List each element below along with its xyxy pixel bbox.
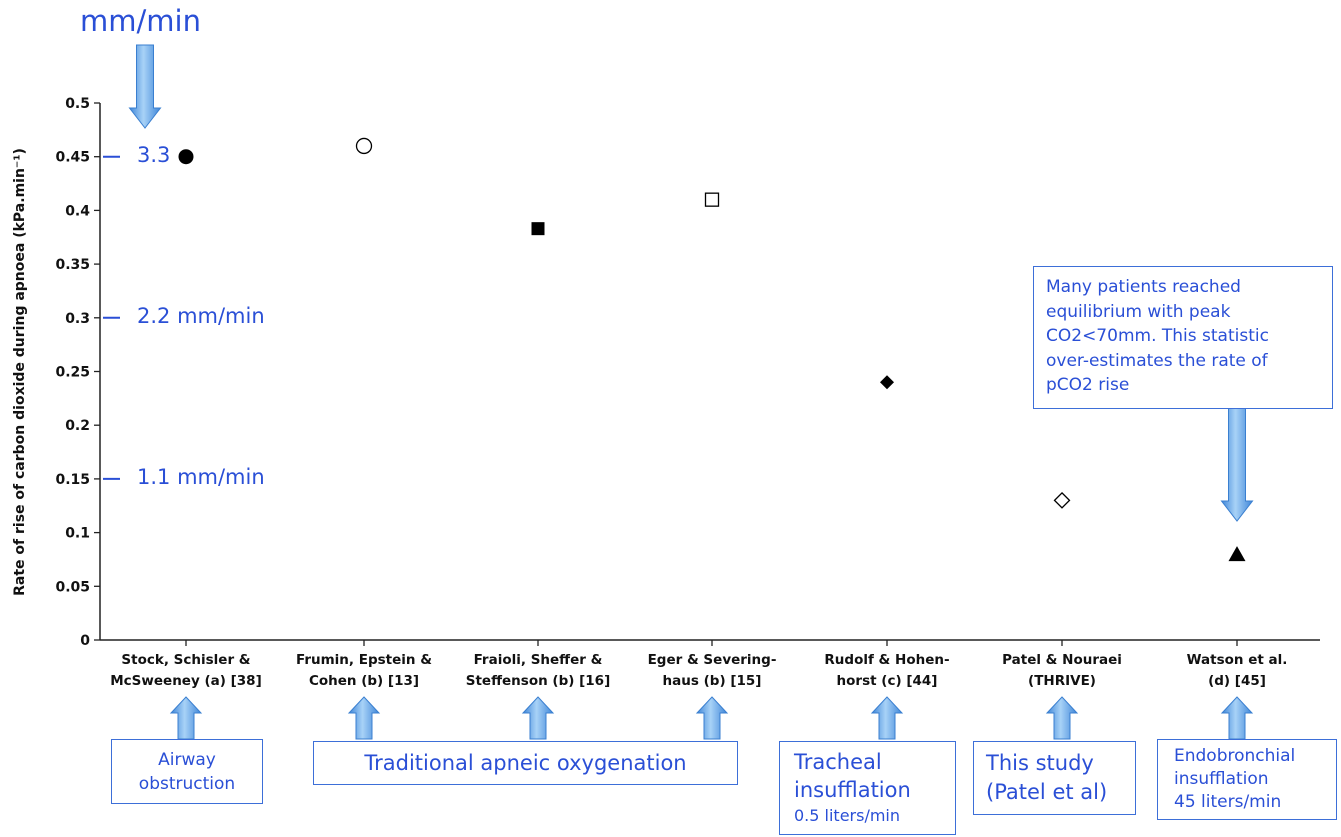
box-line: insufflation — [1174, 769, 1269, 789]
arrows-layer — [128, 44, 1254, 740]
axis-layer: 0 0.05 0.1 0.15 0.2 0.25 0.3 0.35 0.4 0.45 0.5 — [55, 96, 1320, 649]
group-up-arrow — [695, 696, 729, 740]
x-tick-label: Rudolf & Hohen-horst (c) [44] — [824, 652, 950, 689]
data-point-open-diamond — [1053, 491, 1071, 509]
y-tick-label: 0 — [80, 633, 90, 649]
data-point-open-circle — [355, 137, 373, 155]
y-axis-title: Rate of rise of carbon dioxide during ap… — [12, 148, 28, 596]
data-point-filled-square — [531, 222, 545, 236]
callout-line: CO2<70mm. This statistic — [1046, 326, 1269, 346]
annotation-layer — [103, 155, 120, 480]
endobronchial-box: Endobronchial insufflation 45 liters/min — [1157, 739, 1337, 820]
box-line: (Patel et al) — [986, 780, 1108, 804]
traditional-apneic-box: Traditional apneic oxygenation — [313, 741, 738, 785]
y-tick-label: 0.4 — [65, 203, 90, 219]
data-point-open-square — [704, 192, 720, 207]
x-tick-label: Patel & Nouraei (THRIVE) — [1002, 652, 1122, 689]
y-tick-label: 0.35 — [55, 257, 90, 273]
callout-line: pCO2 rise — [1046, 375, 1130, 395]
box-line: 0.5 liters/min — [794, 806, 901, 825]
data-point-filled-triangle — [1228, 546, 1246, 562]
x-tick-label: Eger & Severing-haus (b) [15] — [647, 652, 777, 689]
callout-line: equilibrium with peak — [1046, 301, 1231, 322]
mm-label: 2.2 mm/min — [137, 303, 265, 328]
x-tick-label: Stock, Schisler & McSweeney (a) [38] — [110, 652, 262, 689]
data-point-filled-circle — [178, 149, 194, 165]
mm-label: 1.1 mm/min — [137, 464, 265, 489]
box-line: Traditional apneic oxygenation — [364, 751, 687, 775]
box-line: This study — [986, 751, 1094, 775]
y-tick-label: 0.05 — [55, 579, 90, 595]
data-point-filled-diamond — [880, 375, 894, 390]
mm-min-down-arrow — [128, 44, 162, 129]
group-up-arrow — [521, 696, 555, 740]
box-line: insufflation — [794, 778, 911, 802]
callout-line: Many patients reached — [1046, 277, 1241, 297]
y-tick-label: 0.15 — [55, 472, 90, 488]
group-up-arrow — [870, 696, 904, 740]
this-study-box: This study (Patel et al) — [973, 741, 1136, 815]
group-up-arrow — [347, 696, 381, 740]
x-tick-label: Frumin, Epstein & Cohen (b) [13] — [295, 652, 432, 689]
group-up-arrow — [1220, 696, 1254, 740]
box-line: obstruction — [138, 774, 236, 794]
box-line: Airway — [158, 750, 216, 770]
callout-box: Many patients reached equilibrium with p… — [1033, 266, 1333, 409]
box-line: Tracheal — [794, 750, 882, 774]
unit-title: mm/min — [80, 4, 201, 38]
marks-layer — [178, 137, 1246, 562]
airway-obstruction-box: Airway obstruction — [111, 739, 263, 804]
x-tick-label: Watson et al. (d) [45] — [1186, 652, 1288, 689]
tracheal-insufflation-box: Tracheal insufflation 0.5 liters/min — [779, 741, 956, 835]
y-tick-label: 0.25 — [55, 365, 90, 381]
y-tick-label: 0.2 — [65, 418, 90, 434]
y-tick-label: 0.45 — [55, 150, 90, 166]
y-tick-label: 0.5 — [65, 96, 90, 112]
y-tick-label: 0.1 — [65, 526, 90, 542]
x-tick-label: Fraioli, Sheffer & Steffenson (b) [16] — [465, 652, 611, 689]
group-up-arrow — [169, 696, 203, 740]
callout-line: over-estimates the rate of — [1046, 350, 1268, 371]
group-up-arrow — [1045, 696, 1079, 740]
box-line: Endobronchial — [1174, 746, 1296, 766]
callout-down-arrow — [1220, 407, 1254, 522]
mm-label: 3.3 — [137, 142, 171, 167]
box-line: 45 liters/min — [1174, 792, 1282, 812]
y-tick-label: 0.3 — [65, 311, 90, 327]
